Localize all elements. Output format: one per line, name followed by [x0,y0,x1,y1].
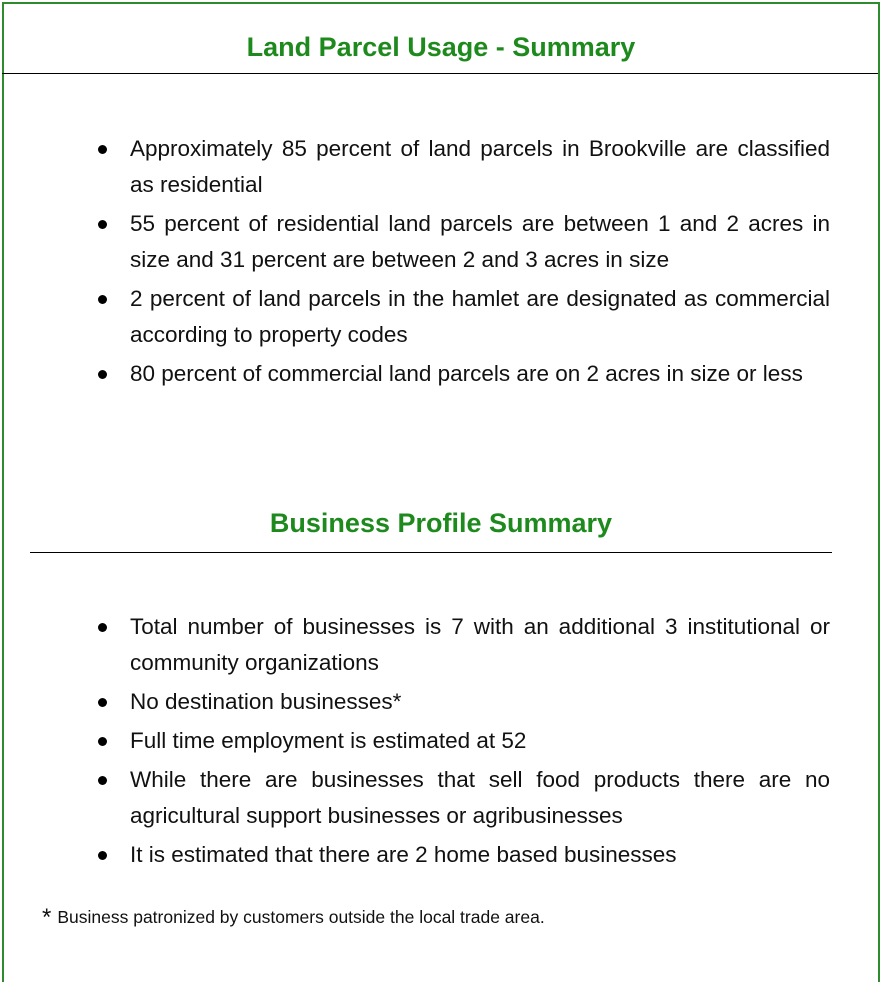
section-heading: Business Profile Summary [269,508,613,538]
bullet: 2 percent of land parcels in the hamlet … [98,281,830,353]
bullet-list: Total number of businesses is 7 with an … [98,609,830,876]
bullet: It is estimated that there are 2 home ba… [98,837,830,873]
rule [2,73,878,74]
bullet: No destination businesses* [98,684,830,720]
section-heading: Land Parcel Usage - Summary [246,32,636,62]
bullet-list: Approximately 85 percent of land parcels… [98,131,830,395]
footnote-text: Business patronized by customers outside… [57,907,545,927]
bullet: While there are businesses that sell foo… [98,762,830,834]
footnote-marker: * [42,904,52,931]
bullet: 55 percent of residential land parcels a… [98,206,830,278]
bullet: Full time employment is estimated at 52 [98,723,830,759]
footnote: * Business patronized by customers outsid… [42,904,545,932]
bullet: Total number of businesses is 7 with an … [98,609,830,681]
rule [30,552,832,553]
bullet: Approximately 85 percent of land parcels… [98,131,830,203]
bullet: 80 percent of commercial land parcels ar… [98,356,830,392]
